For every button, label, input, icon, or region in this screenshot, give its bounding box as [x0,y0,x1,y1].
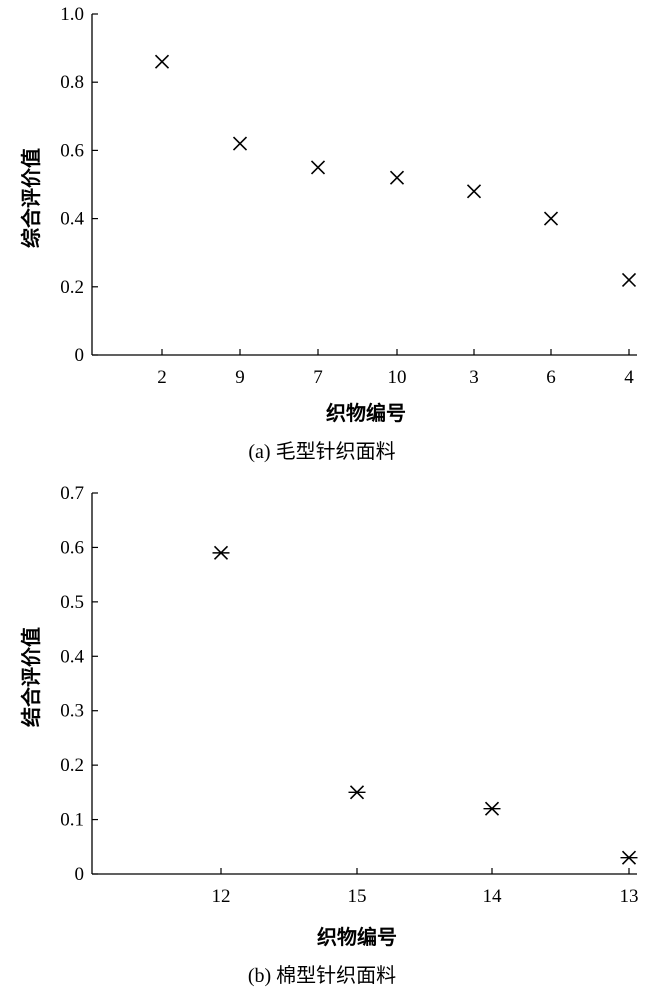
chart-a-x-tick-label: 2 [157,367,167,388]
chart-a-x-tick-label: 4 [624,367,634,388]
chart-b-y-tick-label: 0.4 [60,646,84,667]
chart-b-y-axis-title: 结合评价值 [19,627,43,727]
chart-b-x-tick-label: 15 [348,886,367,907]
chart-a-y-tick-label: 0.6 [60,140,84,161]
chart-a-caption: (a) 毛型针织面料 [248,440,395,463]
chart-a-points [154,54,637,288]
chart-b-data-point [212,545,230,560]
chart-a-y-ticks: 0 0.2 0.4 0.6 0.8 1.0 [60,4,98,366]
chart-a-data-point [543,211,559,226]
chart-a-x-ticks: 2 9 7 10 3 6 4 [157,349,634,388]
chart-b-caption: (b) 棉型针织面料 [248,964,396,987]
chart-b-y-ticks: 0 0.1 0.2 0.3 0.4 0.5 0.6 0.7 [60,483,98,885]
chart-b-points [212,545,638,865]
chart-b-y-tick-label: 0.1 [60,810,84,831]
chart-a-y-axis-title: 综合评价值 [19,148,43,248]
chart-b-y-tick-label: 0.5 [60,592,84,613]
chart-a-data-point [389,170,405,185]
chart-a: 0 0.2 0.4 0.6 0.8 1.0 2 9 7 10 3 6 4 综合评价值 织物编号 (a)… [19,4,637,463]
chart-a-y-tick-label: 0.4 [60,209,84,230]
chart-b-y-tick-label: 0.3 [60,701,84,722]
chart-a-data-point [310,160,326,175]
chart-a-x-tick-label: 3 [469,367,479,388]
chart-a-axes [91,14,637,356]
chart-a-x-tick-label: 7 [313,367,323,388]
chart-a-x-axis-title: 织物编号 [326,401,406,425]
chart-b-axes [91,493,637,875]
chart-a-y-tick-label: 1.0 [60,4,84,25]
chart-b-x-tick-label: 13 [620,886,639,907]
chart-a-data-point [466,184,482,199]
chart-b-data-point [483,801,501,816]
chart-b-y-tick-label: 0.2 [60,755,84,776]
chart-a-y-tick-label: 0.8 [60,72,84,93]
chart-a-data-point [621,272,637,288]
chart-a-x-tick-label: 6 [546,367,556,388]
chart-a-y-tick-label: 0 [75,345,85,366]
chart-b-x-axis-title: 织物编号 [317,925,397,949]
chart-a-y-tick-label: 0.2 [60,277,84,298]
chart-a-data-point [154,54,170,69]
chart-b-y-tick-label: 0 [75,864,85,885]
chart-b-x-tick-label: 14 [483,886,503,907]
chart-b-y-tick-label: 0.7 [60,483,84,504]
chart-b-y-tick-label: 0.6 [60,537,84,558]
chart-b-x-ticks: 12 15 14 13 [212,868,639,907]
chart-a-x-tick-label: 9 [235,367,245,388]
chart-b: 0 0.1 0.2 0.3 0.4 0.5 0.6 0.7 12 15 14 13 结合评价值 织物… [19,483,639,987]
chart-b-data-point [620,850,638,865]
chart-a-data-point [232,136,248,151]
chart-a-x-tick-label: 10 [388,367,407,388]
chart-b-x-tick-label: 12 [212,886,231,907]
chart-b-data-point [348,785,366,800]
